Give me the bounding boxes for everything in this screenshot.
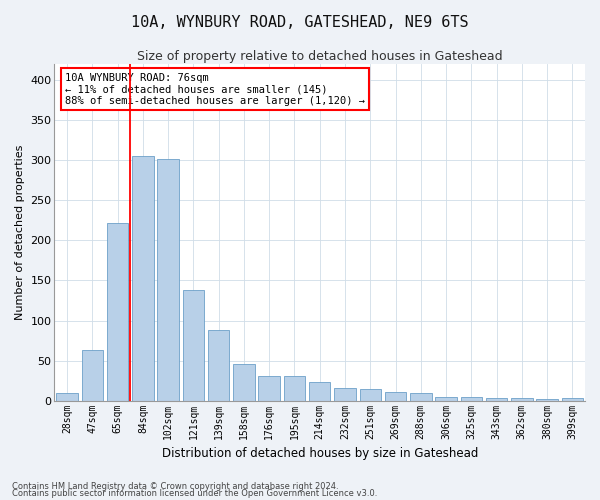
Bar xyxy=(182,290,204,401)
Bar xyxy=(511,398,533,400)
Text: 10A, WYNBURY ROAD, GATESHEAD, NE9 6TS: 10A, WYNBURY ROAD, GATESHEAD, NE9 6TS xyxy=(131,15,469,30)
Bar xyxy=(536,399,558,400)
Bar xyxy=(56,394,78,400)
Bar xyxy=(461,398,482,400)
Text: Contains HM Land Registry data © Crown copyright and database right 2024.: Contains HM Land Registry data © Crown c… xyxy=(12,482,338,491)
Text: 10A WYNBURY ROAD: 76sqm
← 11% of detached houses are smaller (145)
88% of semi-d: 10A WYNBURY ROAD: 76sqm ← 11% of detache… xyxy=(65,72,365,106)
Bar xyxy=(259,376,280,400)
Bar xyxy=(157,158,179,400)
Title: Size of property relative to detached houses in Gateshead: Size of property relative to detached ho… xyxy=(137,50,503,63)
Bar xyxy=(334,388,356,400)
Text: Contains public sector information licensed under the Open Government Licence v3: Contains public sector information licen… xyxy=(12,489,377,498)
Bar xyxy=(385,392,406,400)
Bar xyxy=(284,376,305,400)
Bar xyxy=(208,330,229,400)
Bar xyxy=(486,398,508,400)
Bar xyxy=(107,223,128,400)
Bar xyxy=(562,398,583,400)
Bar xyxy=(233,364,254,401)
Bar xyxy=(410,392,431,400)
X-axis label: Distribution of detached houses by size in Gateshead: Distribution of detached houses by size … xyxy=(161,447,478,460)
Bar xyxy=(132,156,154,400)
Bar xyxy=(359,390,381,400)
Bar xyxy=(82,350,103,401)
Bar xyxy=(309,382,331,400)
Y-axis label: Number of detached properties: Number of detached properties xyxy=(15,144,25,320)
Bar xyxy=(436,396,457,400)
